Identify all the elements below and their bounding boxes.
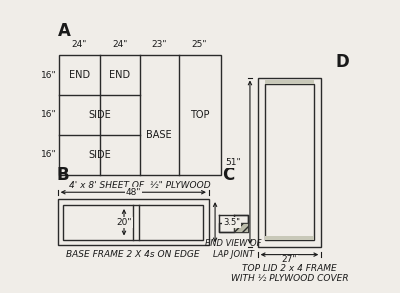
Text: C: C (222, 166, 234, 184)
Text: BASE FRAME 2 X 4s ON EDGE: BASE FRAME 2 X 4s ON EDGE (66, 250, 200, 259)
Text: SIDE: SIDE (88, 150, 111, 160)
Text: SIDE: SIDE (88, 110, 111, 120)
Text: 3.5": 3.5" (223, 218, 240, 227)
Text: 25": 25" (192, 40, 207, 49)
Text: END: END (109, 70, 130, 80)
Text: 23": 23" (152, 40, 167, 49)
Text: 16": 16" (40, 150, 56, 159)
Text: 20": 20" (116, 218, 132, 227)
Text: 16": 16" (40, 110, 56, 119)
Bar (59, 55, 220, 175)
Bar (265, 236, 314, 240)
Bar (265, 84, 314, 240)
Text: TOP: TOP (190, 110, 209, 120)
Bar (265, 80, 314, 84)
Bar (63, 205, 204, 240)
Text: 16": 16" (40, 71, 56, 80)
Text: 51": 51" (225, 158, 241, 167)
Bar (58, 199, 209, 245)
Text: 24": 24" (112, 40, 128, 49)
Text: 24": 24" (72, 40, 87, 49)
Text: END: END (69, 70, 90, 80)
Text: BASE: BASE (146, 130, 172, 140)
Text: 27": 27" (282, 255, 297, 265)
Bar (234, 223, 248, 231)
Bar (258, 78, 321, 247)
Text: A: A (58, 22, 71, 40)
Text: 4' x 8' SHEET OF  ½" PLYWOOD: 4' x 8' SHEET OF ½" PLYWOOD (69, 181, 211, 190)
Text: 48": 48" (126, 188, 141, 197)
Text: TOP LID 2 x 4 FRAME
WITH ½ PLYWOOD COVER: TOP LID 2 x 4 FRAME WITH ½ PLYWOOD COVER (231, 264, 348, 283)
Text: END VIEW OF
LAP JOINT: END VIEW OF LAP JOINT (206, 239, 262, 259)
Text: B: B (56, 166, 69, 184)
Text: D: D (335, 53, 349, 71)
